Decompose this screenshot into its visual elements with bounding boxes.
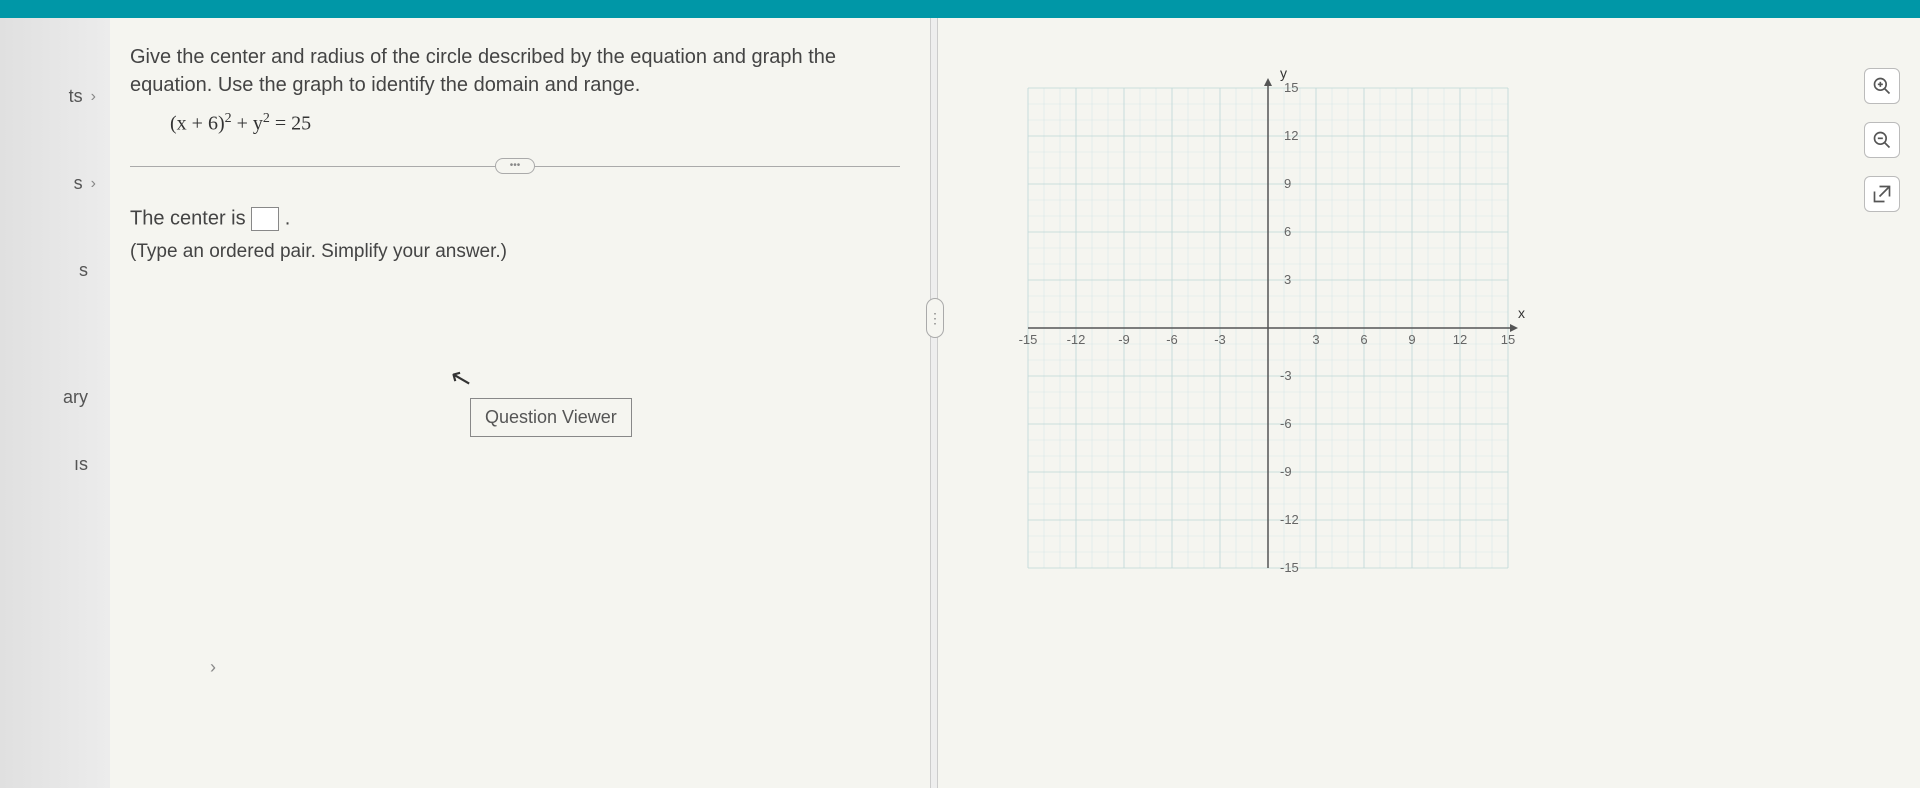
answer-line: The center is . xyxy=(130,207,900,231)
sidebar-item-label: ary xyxy=(0,387,96,408)
question-pane: Give the center and radius of the circle… xyxy=(110,18,930,788)
answer-hint: (Type an ordered pair. Simplify your ans… xyxy=(130,241,900,263)
zoom-in-button[interactable] xyxy=(1864,68,1900,104)
sidebar-item-1[interactable]: s › xyxy=(0,165,110,202)
svg-text:y: y xyxy=(1280,68,1287,81)
svg-text:6: 6 xyxy=(1284,224,1291,239)
sidebar-item-label: ts xyxy=(0,86,91,107)
open-external-icon xyxy=(1872,184,1892,204)
sidebar-item-0[interactable]: ts › xyxy=(0,78,110,115)
coordinate-grid[interactable]: -15 -12 -9 -6 -3 3 6 9 12 15 15 12 9 6 3 -3 -6 -9 -12 -15 x y xyxy=(1008,68,1528,593)
svg-text:15: 15 xyxy=(1284,80,1298,95)
question-viewer-button[interactable]: Question Viewer xyxy=(470,398,632,437)
svg-text:12: 12 xyxy=(1284,128,1298,143)
svg-text:15: 15 xyxy=(1501,332,1515,347)
sidebar: ts › s › s ary ıs xyxy=(0,18,110,788)
top-bar xyxy=(0,0,1920,18)
graph-tools xyxy=(1864,68,1900,212)
svg-text:9: 9 xyxy=(1408,332,1415,347)
svg-text:9: 9 xyxy=(1284,176,1291,191)
divider-handle[interactable]: ••• xyxy=(495,158,535,174)
sidebar-item-3[interactable]: ary xyxy=(0,379,110,416)
svg-text:-3: -3 xyxy=(1214,332,1226,347)
zoom-out-icon xyxy=(1872,130,1892,150)
answer-label-pre: The center is xyxy=(130,207,251,229)
zoom-in-icon xyxy=(1872,76,1892,96)
vertical-splitter[interactable] xyxy=(930,18,938,788)
svg-text:-15: -15 xyxy=(1280,560,1299,575)
open-external-button[interactable] xyxy=(1864,176,1900,212)
answer-label-post: . xyxy=(285,207,291,229)
svg-text:-15: -15 xyxy=(1019,332,1038,347)
chevron-right-icon[interactable]: › xyxy=(210,657,216,678)
cursor-icon: ↖ xyxy=(446,361,475,397)
main-area: Give the center and radius of the circle… xyxy=(110,18,1920,788)
sidebar-item-2[interactable]: s xyxy=(0,252,110,289)
graph-pane: -15 -12 -9 -6 -3 3 6 9 12 15 15 12 9 6 3 -3 -6 -9 -12 -15 x y xyxy=(938,18,1920,788)
svg-text:3: 3 xyxy=(1284,272,1291,287)
svg-text:-9: -9 xyxy=(1280,464,1292,479)
sidebar-item-label: s xyxy=(0,173,91,194)
svg-text:-3: -3 xyxy=(1280,368,1292,383)
sidebar-item-label: ıs xyxy=(0,454,96,475)
chevron-right-icon: › xyxy=(91,88,96,106)
question-equation: (x + 6)2 + y2 = 25 xyxy=(170,111,900,136)
chevron-right-icon: › xyxy=(91,175,96,193)
svg-text:12: 12 xyxy=(1453,332,1467,347)
svg-text:-12: -12 xyxy=(1280,512,1299,527)
svg-text:3: 3 xyxy=(1312,332,1319,347)
svg-text:-6: -6 xyxy=(1166,332,1178,347)
zoom-out-button[interactable] xyxy=(1864,122,1900,158)
answer-input[interactable] xyxy=(251,207,279,231)
svg-text:x: x xyxy=(1518,305,1525,321)
svg-text:-12: -12 xyxy=(1067,332,1086,347)
question-prompt: Give the center and radius of the circle… xyxy=(130,43,900,99)
svg-text:-9: -9 xyxy=(1118,332,1130,347)
svg-text:-6: -6 xyxy=(1280,416,1292,431)
svg-text:6: 6 xyxy=(1360,332,1367,347)
sidebar-item-label: s xyxy=(0,260,96,281)
sidebar-item-4[interactable]: ıs xyxy=(0,446,110,483)
